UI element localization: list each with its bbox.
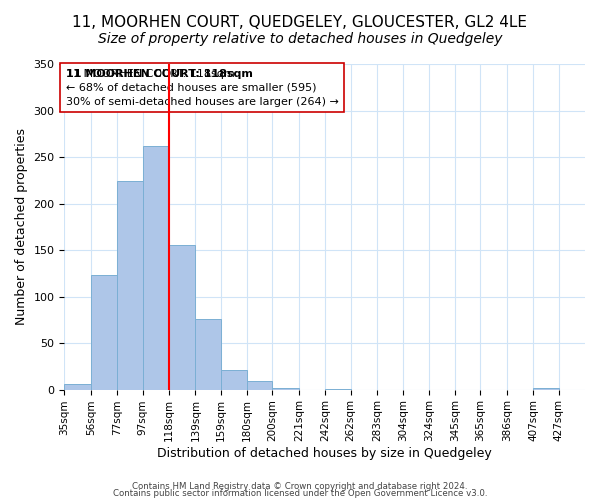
Text: 11, MOORHEN COURT, QUEDGELEY, GLOUCESTER, GL2 4LE: 11, MOORHEN COURT, QUEDGELEY, GLOUCESTER… [73,15,527,30]
Bar [221,370,247,390]
X-axis label: Distribution of detached houses by size in Quedgeley: Distribution of detached houses by size … [157,447,492,460]
Bar [325,388,350,390]
Text: Contains public sector information licensed under the Open Government Licence v3: Contains public sector information licen… [113,489,487,498]
Bar [272,388,299,390]
Text: Size of property relative to detached houses in Quedgeley: Size of property relative to detached ho… [98,32,502,46]
Y-axis label: Number of detached properties: Number of detached properties [15,128,28,326]
Bar [118,181,143,390]
Bar [169,246,196,390]
Bar [247,381,272,390]
Text: 11 MOORHEN COURT: 118sqm: 11 MOORHEN COURT: 118sqm [65,68,253,78]
Bar [91,275,118,390]
Text: 11 MOORHEN COURT: 118sqm
← 68% of detached houses are smaller (595)
30% of semi-: 11 MOORHEN COURT: 118sqm ← 68% of detach… [65,68,338,106]
Bar [64,384,91,390]
Text: Contains HM Land Registry data © Crown copyright and database right 2024.: Contains HM Land Registry data © Crown c… [132,482,468,491]
Bar [143,146,169,390]
Bar [533,388,559,390]
Bar [196,319,221,390]
